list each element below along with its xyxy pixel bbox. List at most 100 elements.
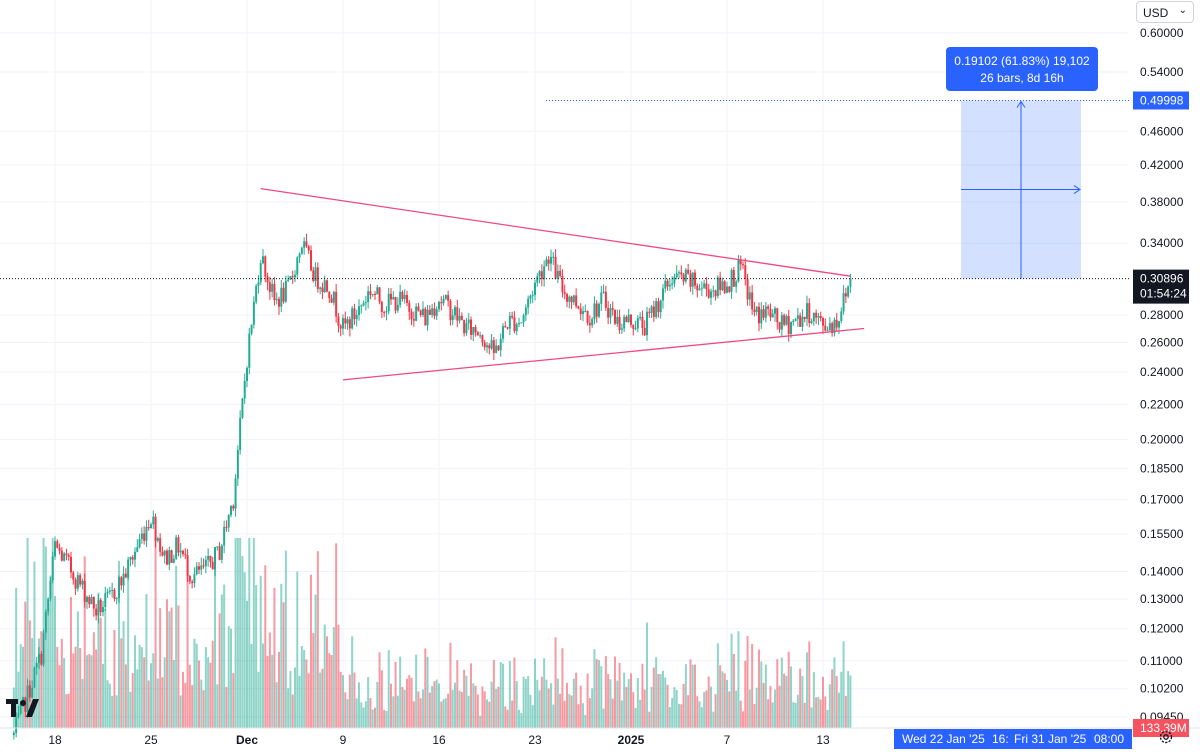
candle-body (435, 309, 438, 316)
candle-body (348, 319, 351, 329)
candle-body (527, 298, 530, 308)
volume-bar (812, 672, 815, 728)
currency-selector[interactable]: USD ⌄ (1136, 1, 1194, 23)
candle-body (698, 288, 701, 291)
candle-body (712, 290, 715, 292)
candle-body (540, 271, 543, 280)
candle-body (364, 302, 367, 304)
candle-body (531, 295, 534, 297)
volume-bar (140, 647, 143, 728)
volume-bar (88, 654, 91, 728)
candle-body (559, 270, 562, 276)
candle-body (70, 556, 72, 573)
volume-bar (250, 644, 253, 728)
candle-body (410, 311, 413, 319)
volume-bar (655, 657, 658, 728)
candle-body (200, 565, 203, 570)
volume-bar (76, 611, 79, 728)
candle-body (678, 272, 680, 274)
volume-bar (474, 685, 477, 728)
candle-body (440, 302, 443, 304)
volume-bar (438, 683, 440, 728)
candle-body (636, 318, 639, 329)
candle-body (572, 295, 575, 303)
candle-body (561, 275, 564, 293)
volume-bar (785, 675, 788, 728)
candle-body (641, 316, 644, 329)
volume-bar (504, 706, 507, 728)
labels-layer: 0.19102 (61.83%) 19,102 26 bars, 8d 16h 0.… (894, 47, 1189, 749)
candle-body (668, 284, 671, 287)
candle-body (614, 309, 616, 324)
candle-body (419, 310, 422, 316)
volume-bar (570, 695, 573, 728)
volume-bar (24, 601, 27, 728)
settings-gear-icon[interactable] (1158, 729, 1174, 745)
candle-body (662, 288, 664, 301)
candle-body (369, 291, 372, 295)
volume-bar (700, 707, 703, 728)
volume-bar (353, 672, 356, 728)
candle-body (520, 322, 523, 324)
target-price-text: 0.49998 (1140, 93, 1184, 107)
volume-bar (371, 709, 374, 728)
candle-body (643, 328, 646, 336)
volume-bar (316, 551, 319, 728)
volume-bar (648, 711, 651, 728)
candle-body (230, 505, 232, 516)
volume-bar (714, 694, 717, 728)
x-tick-label: 16 (432, 733, 446, 747)
volume-bar (300, 645, 303, 728)
candle-body (534, 282, 536, 296)
candle-body (214, 546, 216, 570)
tradingview-logo-icon[interactable] (6, 697, 40, 719)
candle-body (433, 308, 436, 316)
candle-body (799, 315, 802, 327)
candle-body (721, 281, 724, 291)
candle-body (579, 308, 582, 315)
candle-body (694, 272, 696, 286)
volume-bar (355, 698, 358, 728)
candle-body (220, 545, 223, 560)
volume-bar (568, 694, 571, 728)
candle-body (652, 306, 655, 317)
candle-body (767, 306, 770, 309)
volume-bar (40, 631, 43, 728)
trendlines-layer[interactable] (260, 187, 865, 381)
volume-bar (572, 678, 575, 728)
candle-body (136, 547, 139, 552)
volume-bar (390, 683, 392, 728)
volume-bar (298, 675, 301, 728)
measure-tool[interactable] (961, 100, 1081, 279)
candle-body (550, 257, 552, 264)
candle-body (38, 653, 40, 663)
candle-body (428, 309, 431, 315)
candle-body (602, 291, 605, 293)
volume-bar (554, 637, 557, 728)
candle-body (591, 319, 594, 326)
volume-bar (641, 663, 644, 728)
time-range-mid: 16: (992, 732, 1009, 746)
candle-body (138, 539, 141, 548)
volume-bar (49, 575, 52, 728)
candle-body (168, 550, 171, 565)
candle-body (92, 597, 95, 609)
candle-body (819, 315, 822, 319)
volume-bar (673, 687, 676, 728)
volume-bar (705, 690, 708, 728)
candle-body (191, 581, 194, 584)
volume-bar (90, 655, 93, 728)
volume-bar (828, 684, 831, 728)
candle-body (351, 308, 354, 329)
target-price-tag (1133, 91, 1189, 110)
candle-body (486, 345, 488, 348)
volume-bar (369, 698, 372, 728)
candle-body (353, 308, 356, 320)
volume-bar (636, 678, 639, 728)
candle-body (67, 555, 70, 557)
candle-body (481, 335, 484, 343)
candle-body (504, 326, 507, 328)
time-range-end: Fri 31 Jan '25 (1014, 732, 1087, 746)
